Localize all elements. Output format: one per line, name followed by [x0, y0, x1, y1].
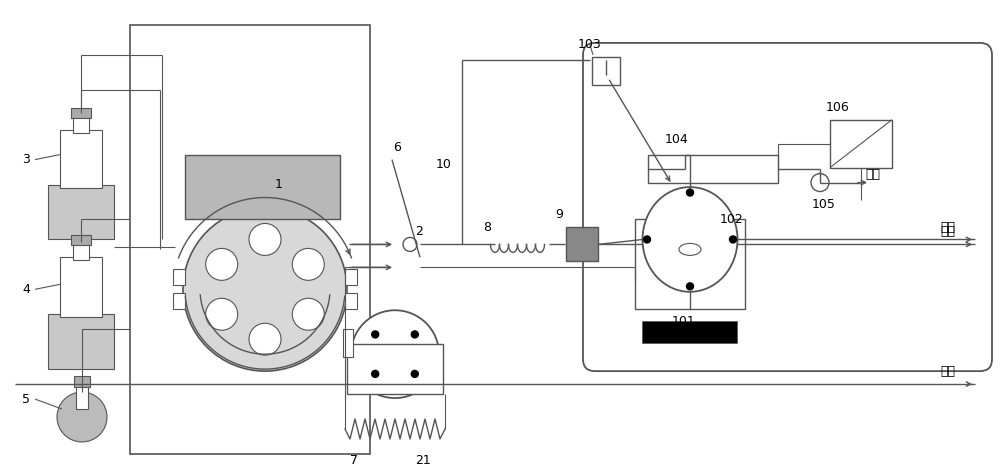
Text: 废液: 废液: [865, 168, 880, 181]
Circle shape: [686, 283, 694, 290]
Bar: [48, 314, 114, 369]
Text: 8: 8: [483, 221, 491, 234]
Bar: [130, 25, 370, 454]
Ellipse shape: [642, 187, 738, 292]
Text: 废液: 废液: [940, 225, 955, 238]
Text: 10: 10: [436, 158, 452, 171]
Text: 4: 4: [22, 283, 30, 296]
Circle shape: [411, 371, 418, 378]
Text: 101: 101: [672, 315, 696, 328]
Bar: [635, 219, 745, 309]
Bar: [566, 227, 598, 261]
Circle shape: [730, 236, 736, 243]
Circle shape: [183, 207, 347, 371]
Bar: [642, 321, 737, 343]
Circle shape: [249, 223, 281, 256]
Bar: [648, 155, 778, 182]
Bar: [173, 269, 185, 285]
Bar: [50, 337, 112, 367]
Ellipse shape: [679, 243, 701, 256]
Circle shape: [686, 189, 694, 196]
Bar: [48, 185, 114, 240]
Text: 21: 21: [415, 454, 431, 468]
Bar: [345, 269, 357, 285]
Text: 106: 106: [826, 101, 850, 114]
Bar: [71, 235, 91, 245]
Bar: [343, 329, 353, 357]
Circle shape: [206, 249, 238, 280]
Text: 104: 104: [665, 133, 689, 146]
Text: 5: 5: [22, 393, 30, 406]
Circle shape: [372, 331, 379, 338]
Circle shape: [403, 237, 417, 251]
Bar: [173, 293, 185, 309]
Bar: [592, 57, 620, 85]
Circle shape: [644, 236, 650, 243]
Bar: [347, 344, 443, 394]
Bar: [60, 257, 102, 317]
Bar: [185, 155, 340, 219]
Text: 2: 2: [415, 225, 423, 238]
FancyBboxPatch shape: [583, 43, 992, 371]
Bar: [74, 376, 90, 387]
Bar: [830, 120, 892, 167]
Circle shape: [249, 323, 281, 355]
Text: 废液: 废液: [940, 364, 955, 378]
Bar: [60, 130, 102, 188]
Circle shape: [372, 371, 379, 378]
Circle shape: [811, 174, 829, 191]
Bar: [71, 108, 91, 118]
Bar: [50, 210, 112, 237]
Text: 1: 1: [275, 178, 283, 191]
Circle shape: [351, 310, 439, 398]
Bar: [76, 384, 88, 409]
Bar: [73, 242, 89, 260]
Circle shape: [292, 249, 324, 280]
Text: 105: 105: [812, 198, 836, 211]
Circle shape: [292, 298, 324, 330]
Text: 废液: 废液: [940, 221, 955, 234]
Text: 103: 103: [578, 38, 602, 52]
Bar: [345, 293, 357, 309]
Circle shape: [411, 331, 418, 338]
Text: 6: 6: [393, 141, 401, 154]
Bar: [73, 115, 89, 133]
Text: 102: 102: [720, 213, 744, 226]
Text: 3: 3: [22, 153, 30, 166]
Circle shape: [57, 392, 107, 442]
Circle shape: [206, 298, 238, 330]
Text: 9: 9: [555, 208, 563, 221]
Text: 7: 7: [350, 454, 358, 468]
